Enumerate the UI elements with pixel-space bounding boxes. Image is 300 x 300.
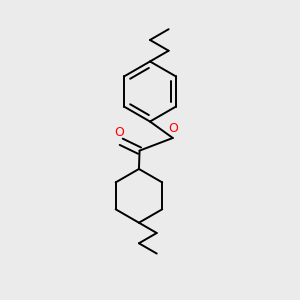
Text: O: O [168, 122, 178, 136]
Text: O: O [115, 126, 124, 139]
